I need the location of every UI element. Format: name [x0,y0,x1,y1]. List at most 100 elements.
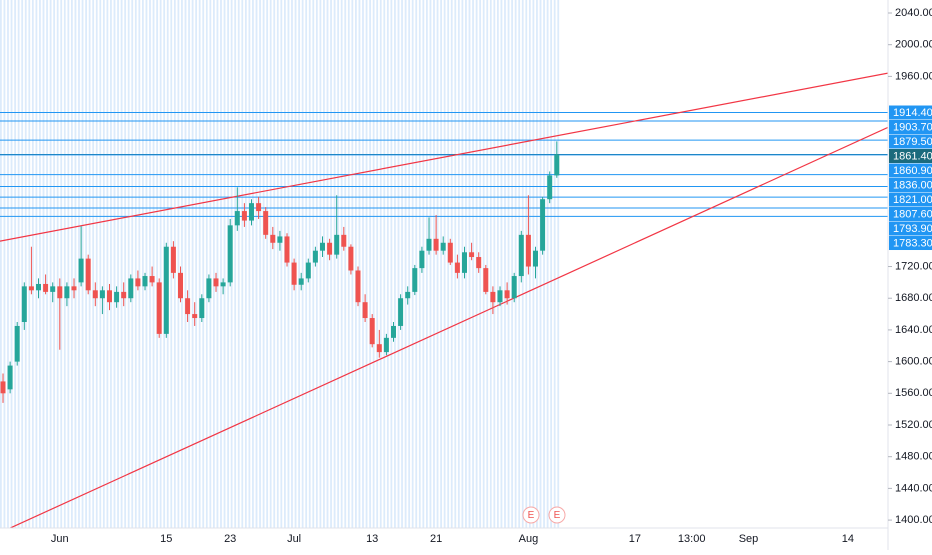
candle-body [540,199,546,251]
candle-body [426,238,432,251]
x-tick-label: 13 [366,533,378,545]
candle-body [405,291,411,299]
candle-body [50,286,56,292]
level-price-label: 1861.40 [893,150,932,162]
candle-body [497,290,503,303]
candle-body [440,242,446,251]
candle-body [490,291,496,303]
candle-body [263,211,269,235]
y-tick-label: 1600.00 [895,356,932,368]
candle-body [71,286,77,291]
candle-body [412,268,418,292]
candle-body [433,238,439,251]
event-label[interactable]: E [528,510,535,521]
candle-body [362,302,368,319]
candle-body [213,278,219,287]
event-label[interactable]: E [554,510,561,521]
level-price-box [889,134,932,149]
level-price-box [889,221,932,236]
level-price-label: 1783.30 [893,237,932,249]
candle-body [36,283,41,291]
candle-body [14,325,20,362]
candle-body [533,250,538,267]
candle-body [185,298,191,315]
candle-body [0,381,6,394]
candle-body [163,246,169,334]
level-price-box [889,105,932,120]
candle-body [369,318,375,345]
candle-body [355,270,361,303]
candle-body [107,290,112,303]
candle-body [447,242,453,263]
y-tick-label: 1400.00 [895,514,932,526]
candle-body [220,282,226,287]
candle-body [99,290,105,299]
candle-body [504,290,510,299]
level-price-box [889,207,932,222]
level-price-box [889,120,932,135]
candle-body [28,286,34,291]
x-tick-label: 15 [160,533,172,545]
candle-body [312,250,318,263]
y-tick-label: 1560.00 [895,387,932,399]
candle-body [419,250,425,269]
plot-area [0,72,888,528]
candle-body [483,268,489,292]
candle-body [334,234,340,255]
candle-body [476,257,482,269]
y-tick-label: 1440.00 [895,482,932,494]
candle-body [114,291,120,303]
candle-body [178,272,183,299]
candle-body [64,286,70,299]
y-tick-label: 2000.00 [895,39,932,51]
level-price-label: 1914.40 [893,107,932,119]
candle-body [206,278,212,299]
event-icon[interactable] [522,506,540,524]
x-tick-label: 21 [430,533,442,545]
y-tick-label: 1640.00 [895,324,932,336]
candle-body [525,234,531,267]
candle-body [348,246,354,271]
candle-body [121,291,127,299]
candle-body [462,252,467,273]
y-tick-label: 1680.00 [895,292,932,304]
candle-body [85,258,91,291]
candle-body [277,236,283,243]
candle-body [142,276,148,287]
candle-body [92,290,98,299]
candle-body [547,175,553,200]
candle-body [249,203,254,221]
level-price-box [889,163,932,178]
candle-body [21,286,27,322]
level-price-label: 1821.00 [893,194,932,206]
candle-body [199,298,205,319]
candle-body [270,234,276,243]
candle-body [192,314,198,319]
candle-body [227,225,233,283]
candle-body [518,234,524,277]
level-price-box [889,192,932,207]
candle-body [128,278,134,299]
trend-line [0,72,888,242]
x-tick-label: Jun [51,533,69,545]
x-tick-label: Jul [287,533,301,545]
candle-body [298,278,304,285]
level-price-label: 1879.50 [893,136,932,148]
candle-body [149,276,155,283]
x-tick-label: Aug [519,533,539,545]
level-price-box [889,178,932,193]
candle-body [511,276,517,299]
y-tick-label: 1720.00 [895,260,932,272]
x-tick-label: Sep [739,533,759,545]
y-tick-label: 1520.00 [895,419,932,431]
level-price-box [889,149,932,164]
y-tick-label: 1960.00 [895,70,932,82]
x-tick-label: 13:00 [678,533,706,545]
level-price-label: 1836.00 [893,179,932,191]
event-icon[interactable] [548,506,566,524]
level-price-label: 1903.70 [893,121,932,133]
candle-body [241,211,247,221]
session-background [0,0,560,528]
level-price-label: 1793.90 [893,223,932,235]
